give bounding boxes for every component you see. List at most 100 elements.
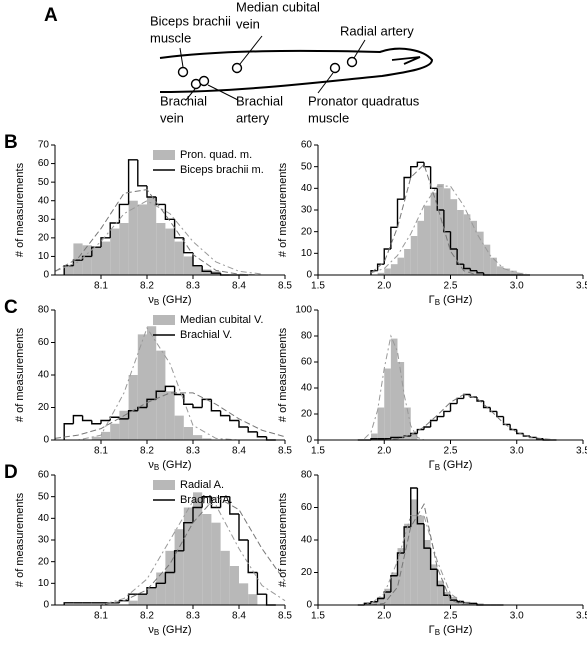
bar	[371, 433, 378, 440]
diagram-label: vein	[160, 110, 184, 125]
y-tick-label: 0	[43, 270, 49, 281]
step	[423, 426, 431, 430]
legend-label: Median cubital V.	[180, 314, 263, 326]
step	[476, 270, 484, 274]
x-label-unit: (GHz)	[162, 294, 191, 306]
step	[376, 597, 385, 602]
step	[463, 264, 471, 270]
step	[192, 404, 203, 409]
x-label-sub: B	[154, 628, 159, 637]
site	[329, 62, 341, 74]
y-tick-label: 40	[301, 535, 313, 546]
pointer	[239, 35, 263, 65]
bar	[477, 603, 484, 605]
arm-outline	[159, 47, 434, 93]
x-tick-label: 8.4	[232, 281, 246, 292]
bar	[156, 572, 166, 605]
legend-label: Radial A.	[180, 479, 224, 491]
bar	[137, 594, 147, 605]
x-tick-label: 1.5	[311, 611, 325, 622]
bar	[410, 499, 418, 605]
diagram-label: muscle	[308, 110, 349, 125]
fit-curve	[370, 502, 464, 606]
bar	[404, 249, 411, 275]
bar	[248, 594, 258, 605]
bar	[437, 184, 444, 275]
x-axis-label: ΓB (GHz)	[429, 459, 473, 472]
fit-curve	[54, 200, 263, 275]
bar	[202, 269, 212, 275]
bar	[128, 375, 138, 440]
step	[416, 428, 424, 434]
step	[173, 550, 184, 573]
x-tick-label: 2.0	[377, 446, 391, 457]
step	[383, 248, 391, 265]
x-tick-label: 8.3	[186, 281, 200, 292]
x-label-symbol: ν	[148, 294, 154, 306]
diagram-label: vein	[236, 16, 260, 31]
pointer	[353, 39, 366, 59]
x-tick-label: 8.1	[94, 611, 108, 622]
bar	[183, 256, 193, 275]
x-axis-label: ΓB (GHz)	[429, 624, 473, 637]
x-axis-label: νB (GHz)	[148, 624, 191, 637]
y-tick-label: 0	[306, 270, 312, 281]
x-tick-label: 2.0	[377, 611, 391, 622]
y-tick-label: 60	[38, 470, 50, 481]
step	[449, 231, 458, 250]
step	[229, 496, 239, 515]
y-tick-label: 50	[38, 491, 50, 502]
bar	[450, 199, 458, 275]
step	[100, 237, 111, 248]
y-tick-label: 10	[301, 248, 313, 259]
bar	[371, 601, 378, 605]
step	[449, 595, 458, 601]
y-tick-label: 0	[43, 600, 49, 611]
step	[469, 268, 477, 272]
bar	[397, 362, 405, 440]
step	[423, 162, 431, 168]
step	[396, 552, 405, 576]
y-tick-label: 80	[38, 305, 50, 316]
bar	[377, 407, 385, 440]
x-tick-label: 8.1	[94, 446, 108, 457]
step	[390, 575, 398, 592]
legend-label: Brachial V.	[180, 329, 232, 341]
y-axis-label: # of measurements	[14, 162, 26, 257]
step	[63, 423, 74, 440]
x-tick-label: 8.2	[140, 281, 154, 292]
step	[429, 548, 438, 570]
bar	[390, 264, 398, 275]
pointer	[207, 84, 239, 101]
y-tick-label: 50	[301, 161, 313, 172]
y-tick-label: 20	[38, 402, 50, 413]
step	[210, 271, 221, 274]
x-label-symbol: Γ	[429, 624, 435, 636]
y-tick-label: 70	[38, 140, 50, 151]
bar	[193, 435, 203, 440]
y-axis-label: # of measurements	[277, 492, 289, 587]
bar	[404, 523, 411, 605]
step	[219, 495, 230, 508]
step	[396, 198, 405, 228]
step	[390, 436, 398, 439]
y-tick-label: 60	[301, 357, 313, 368]
x-tick-label: 8.2	[140, 446, 154, 457]
x-axis-label: νB (GHz)	[148, 294, 191, 307]
x-tick-label: 8.3	[186, 611, 200, 622]
y-tick-label: 30	[38, 535, 50, 546]
step	[429, 166, 438, 190]
step	[63, 602, 74, 605]
x-axis-label: νB (GHz)	[148, 459, 191, 472]
bar	[147, 197, 157, 275]
bar	[490, 257, 497, 275]
step	[456, 600, 464, 603]
x-label-sub: B	[154, 463, 159, 472]
y-tick-label: 20	[38, 232, 50, 243]
y-tick-label: 40	[38, 195, 50, 206]
step	[363, 602, 371, 605]
bar	[457, 600, 464, 605]
bar	[229, 566, 239, 605]
x-label-unit: (GHz)	[162, 459, 191, 471]
x-tick-label: 1.5	[311, 281, 325, 292]
